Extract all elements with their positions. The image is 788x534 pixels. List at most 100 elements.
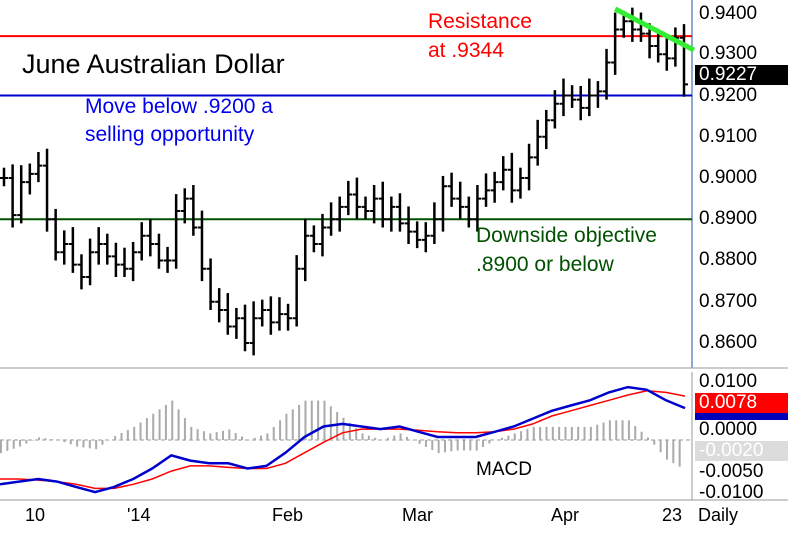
histogram-bar (6, 440, 9, 451)
histogram-bar (272, 426, 275, 440)
histogram-bar (304, 400, 307, 440)
histogram-bar (424, 440, 427, 447)
histogram-bar (672, 440, 675, 464)
histogram-bar (399, 433, 402, 440)
x-tick: 10 (25, 505, 46, 525)
histogram-bar (336, 412, 339, 440)
histogram-bar (431, 440, 434, 451)
x-tick: Mar (402, 505, 433, 525)
histogram-bar (101, 440, 104, 445)
price-tick: 0.9400 (699, 3, 758, 24)
histogram-bar (88, 440, 91, 449)
histogram-bar (589, 426, 592, 440)
histogram-bar (177, 409, 180, 440)
histogram-bar (63, 440, 66, 443)
macd-value-tag: 0.0078 (695, 393, 788, 413)
histogram-bar (190, 426, 193, 440)
histogram-bar (640, 431, 643, 440)
histogram-bar (551, 426, 554, 440)
histogram-bar (0, 440, 2, 454)
histogram-bar (367, 435, 370, 440)
histogram-bar (171, 400, 174, 440)
histogram-bar (659, 440, 662, 453)
histogram-bar (558, 426, 561, 440)
move-label-2: selling opportunity (85, 123, 255, 146)
histogram-bar (475, 440, 478, 451)
histogram-bar (95, 440, 98, 450)
histogram-bar (570, 426, 573, 440)
histogram-bar (532, 426, 535, 440)
histogram-bar (450, 440, 453, 452)
histogram-bar (482, 440, 485, 447)
histogram-bar (145, 418, 148, 440)
x-tick: '14 (127, 505, 151, 525)
macd-tick: -0.0050 (699, 461, 764, 482)
histogram-bar (133, 426, 136, 440)
histogram-bar (298, 405, 301, 440)
resistance-label-1: Resistance (428, 10, 532, 33)
histogram-bar (621, 420, 624, 440)
histogram-bar (418, 440, 421, 444)
histogram-bar (615, 420, 618, 440)
histogram-bar (329, 406, 332, 440)
histogram-bar (215, 432, 218, 440)
histogram-bar (678, 440, 681, 467)
histogram-bar (310, 400, 313, 440)
downside-label-1: Downside objective (476, 224, 657, 247)
price-tick: 0.8600 (699, 332, 758, 353)
histogram-bar (76, 440, 79, 447)
histogram-bar (323, 400, 326, 440)
histogram-bar (545, 426, 548, 440)
macd-label: MACD (476, 459, 532, 480)
histogram-bar (456, 440, 459, 451)
resistance-label-2: at .9344 (428, 39, 504, 62)
histogram-bar (596, 424, 599, 440)
x-tick: 23 (662, 505, 683, 525)
signal-value-tag (695, 413, 788, 420)
histogram-bar (317, 400, 320, 440)
downside-label-2: .8900 or below (476, 253, 614, 276)
histogram-bar (50, 439, 53, 440)
histogram-bar (374, 437, 377, 440)
histogram-bar (665, 440, 668, 460)
last-price-tag: 0.9227 (695, 65, 788, 85)
histogram-bar (19, 440, 22, 447)
histogram-bar (202, 431, 205, 440)
histogram-bar (164, 405, 167, 440)
histogram-bar (634, 426, 637, 440)
histogram-bar (646, 437, 649, 440)
histogram-bar (44, 438, 47, 440)
histogram-bar (469, 440, 472, 451)
histogram-bar (291, 409, 294, 440)
histogram-bar (38, 437, 41, 440)
histogram-bar (152, 413, 155, 440)
histogram-bar (120, 433, 123, 440)
histogram-bar (539, 426, 542, 440)
histogram-bar (583, 426, 586, 440)
macd-line (0, 385, 686, 494)
chart-title: June Australian Dollar (22, 49, 285, 79)
price-tick: 0.9200 (699, 85, 758, 106)
histogram-bar (158, 409, 161, 440)
histogram-bar (507, 435, 510, 440)
histogram-bar (602, 422, 605, 440)
histogram-bar (405, 436, 408, 440)
histogram-bar (627, 420, 630, 440)
histogram-bar (653, 440, 656, 445)
histogram-value-tag: -0.0020 (695, 441, 788, 461)
histogram-bar (228, 429, 231, 440)
price-tick: 0.8900 (699, 208, 758, 229)
histogram-bar (196, 429, 199, 440)
histogram-bar (526, 429, 529, 440)
period-label[interactable]: Daily (698, 505, 739, 525)
signal-line (0, 390, 686, 490)
histogram-bar (361, 433, 364, 440)
price-tick: 0.8800 (699, 249, 758, 270)
histogram-bar (69, 440, 72, 445)
price-tick: 0.9000 (699, 167, 758, 188)
histogram-bar (241, 436, 244, 440)
histogram-bar (114, 436, 117, 440)
histogram-bar (564, 426, 567, 440)
